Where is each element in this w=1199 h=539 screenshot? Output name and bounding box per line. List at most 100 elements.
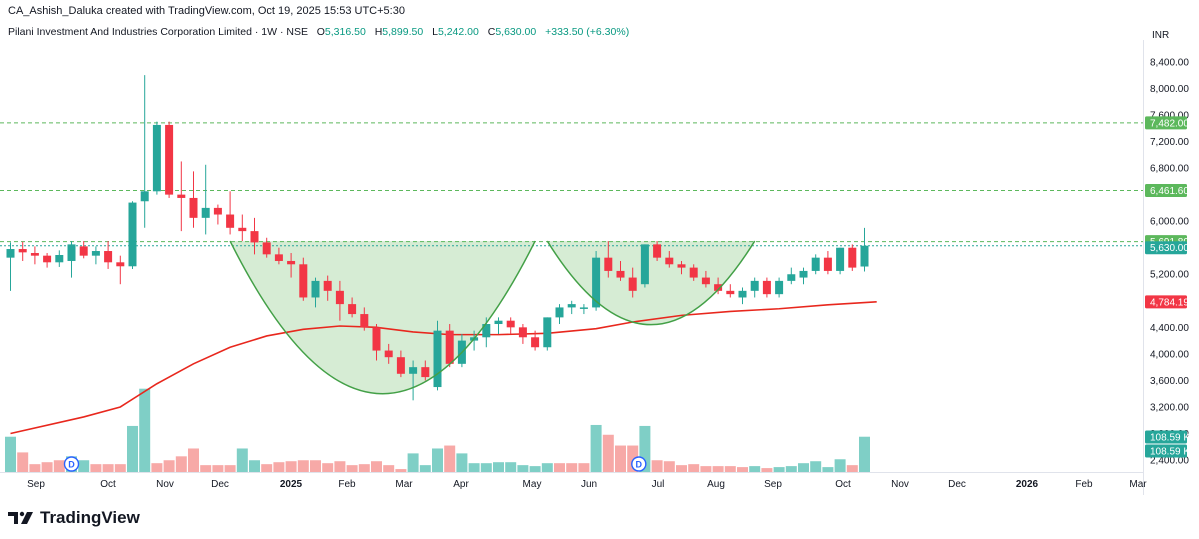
volume-bar <box>395 469 407 472</box>
candle[interactable] <box>787 267 796 285</box>
candle[interactable] <box>348 297 357 318</box>
volume-tag: 108.59 K <box>1145 430 1190 444</box>
cup-curve[interactable] <box>229 240 536 395</box>
candle[interactable] <box>30 246 39 265</box>
candle[interactable] <box>177 161 186 232</box>
candle[interactable] <box>836 247 845 275</box>
candle[interactable] <box>823 251 832 275</box>
candle[interactable] <box>335 280 344 321</box>
candle[interactable] <box>213 204 222 225</box>
candle-body <box>238 227 247 232</box>
candle[interactable] <box>433 320 442 391</box>
candle[interactable] <box>531 330 540 351</box>
volume-bar <box>102 464 114 472</box>
candle[interactable] <box>299 257 308 301</box>
candle[interactable] <box>55 250 64 267</box>
price-tick-label: 6,000.00 <box>1150 217 1189 228</box>
candle[interactable] <box>128 201 137 269</box>
candle[interactable] <box>421 360 430 381</box>
candle[interactable] <box>750 277 759 298</box>
candle[interactable] <box>506 317 515 334</box>
time-tick-label: Nov <box>156 479 174 490</box>
price-tag-label: 5,630.00 <box>1150 243 1189 254</box>
candle[interactable] <box>738 287 747 305</box>
candle[interactable] <box>79 241 88 259</box>
time-tick-label: Aug <box>707 479 725 490</box>
candle[interactable] <box>811 254 820 275</box>
candle[interactable] <box>579 304 588 315</box>
candle[interactable] <box>140 75 149 228</box>
candle[interactable] <box>689 264 698 281</box>
time-axis[interactable]: Sep Oct Nov Dec 2025 Feb Mar Apr May Jun Jul Aug Sep… <box>27 479 1147 490</box>
candle[interactable] <box>250 217 259 255</box>
candle[interactable] <box>409 360 418 401</box>
candle[interactable] <box>775 277 784 298</box>
candle[interactable] <box>677 260 686 275</box>
candle-body <box>482 324 491 338</box>
candle[interactable] <box>360 307 369 331</box>
time-tick-label: Mar <box>395 479 413 490</box>
candle[interactable] <box>726 284 735 298</box>
candle[interactable] <box>274 247 283 265</box>
candle[interactable] <box>640 244 649 288</box>
candle[interactable] <box>384 343 393 364</box>
dividend-marker[interactable]: D <box>631 456 647 472</box>
symbol-title[interactable]: Pilani Investment And Industries Corpora… <box>8 26 308 38</box>
candle[interactable] <box>104 241 113 269</box>
candle[interactable] <box>43 253 52 268</box>
candle[interactable] <box>714 277 723 295</box>
candlesticks[interactable] <box>6 75 869 401</box>
candle[interactable] <box>567 300 576 315</box>
cup-curve[interactable] <box>546 240 756 326</box>
candle[interactable] <box>616 260 625 281</box>
candle[interactable] <box>628 267 637 298</box>
horizontal-levels[interactable] <box>0 122 1143 247</box>
candle[interactable] <box>18 241 27 261</box>
candle[interactable] <box>762 277 771 298</box>
price-tick-label: 7,600.00 <box>1150 110 1189 121</box>
candle[interactable] <box>287 253 296 278</box>
price-tick-label: 3,600.00 <box>1150 376 1189 387</box>
candle[interactable] <box>323 275 332 301</box>
candle[interactable] <box>604 241 613 278</box>
candle[interactable] <box>799 267 808 285</box>
candle-body <box>372 327 381 351</box>
candle[interactable] <box>67 241 76 278</box>
candle[interactable] <box>262 237 271 258</box>
candle[interactable] <box>848 244 857 271</box>
candle[interactable] <box>494 317 503 334</box>
volume-bar <box>810 461 822 472</box>
candle[interactable] <box>665 251 674 268</box>
candle[interactable] <box>518 324 527 344</box>
candle[interactable] <box>116 255 125 285</box>
candle[interactable] <box>701 270 710 288</box>
tradingview-footer[interactable]: TradingView <box>8 508 140 528</box>
dividend-marker[interactable]: D <box>63 456 80 472</box>
candle[interactable] <box>396 350 405 378</box>
candle-body <box>360 314 369 328</box>
candle[interactable] <box>543 317 552 351</box>
candle[interactable] <box>152 121 161 195</box>
candle[interactable] <box>6 242 15 291</box>
candle[interactable] <box>445 324 454 368</box>
candle[interactable] <box>189 171 198 228</box>
candle[interactable] <box>226 191 235 235</box>
volume-bar <box>285 461 297 472</box>
moving-average[interactable] <box>10 301 877 435</box>
candle[interactable] <box>860 227 869 272</box>
candle[interactable] <box>311 277 320 308</box>
cup-curves[interactable] <box>229 240 756 395</box>
candle-body <box>701 277 710 285</box>
candle[interactable] <box>201 164 210 235</box>
candle[interactable] <box>91 246 100 265</box>
candle[interactable] <box>555 304 564 325</box>
candle[interactable] <box>653 241 662 261</box>
candle[interactable] <box>372 324 381 361</box>
candle[interactable] <box>165 121 174 198</box>
moving-average-line[interactable] <box>10 301 877 435</box>
volume-bar <box>419 465 431 472</box>
candle-body <box>55 255 64 263</box>
candle[interactable] <box>238 214 247 242</box>
